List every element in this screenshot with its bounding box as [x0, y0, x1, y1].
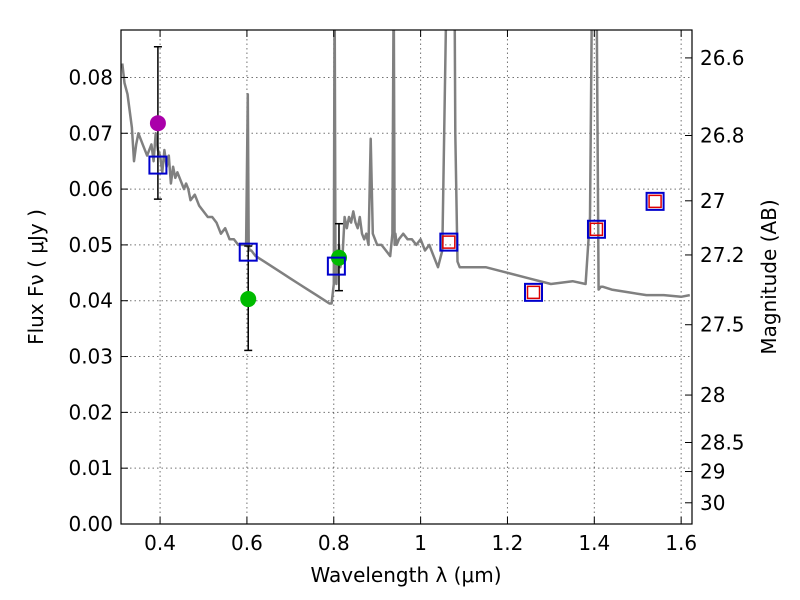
model-photometry-square [148, 155, 168, 175]
y-tick-label: 0.04 [68, 289, 113, 313]
x-axis-title: Wavelength λ (μm) [310, 563, 501, 587]
model-photometry-square [645, 191, 665, 211]
y-tick-label: 0.02 [68, 400, 113, 424]
x-tick-label: 0.4 [144, 531, 176, 555]
y-tick-label: 0.03 [68, 345, 113, 369]
y-ticks: 0.00 0.01 0.02 0.03 0.04 0.05 0.06 0.07 0.08 [68, 65, 128, 536]
y2-tick-label: 26.6 [700, 46, 745, 70]
model-photometry-square [326, 256, 346, 276]
model-photometry-inner-square [442, 235, 456, 249]
x-tick-label: 1.2 [492, 531, 524, 555]
y2-tick-label: 26.8 [700, 123, 745, 147]
y2-tick-label: 27.5 [700, 313, 745, 337]
x-tick-label: 0.8 [318, 531, 350, 555]
model-photometry-square [524, 282, 544, 302]
x-tick-label: 1 [414, 531, 427, 555]
model-photometry-inner-square [589, 222, 604, 237]
plot-background [121, 30, 692, 524]
y-tick-label: 0.05 [68, 233, 113, 257]
model-photometry-square [439, 232, 459, 252]
y2-tick-label: 27 [700, 189, 725, 213]
x-tick-label: 1.6 [665, 531, 697, 555]
plot-frame [120, 29, 693, 525]
observed-flux-point [240, 291, 257, 308]
x-tick-label: 1.4 [578, 531, 610, 555]
y2-ticks: 26.6 26.8 27 27.2 27.5 28 28.5 29 30 [685, 46, 745, 515]
y-tick-label: 0.08 [68, 65, 113, 89]
series-layer [121, 30, 691, 352]
y-tick-label: 0.06 [68, 177, 113, 201]
y2-tick-label: 30 [700, 491, 725, 515]
y2-tick-label: 28.5 [700, 431, 745, 455]
y2-tick-label: 27.2 [700, 243, 745, 267]
model-photometry-square [238, 242, 258, 262]
observed-flux-point [149, 115, 166, 132]
model-photometry-inner-square [526, 285, 541, 300]
y-tick-label: 0.00 [68, 512, 113, 536]
y-axis-title: Flux Fν ( μJy ) [24, 209, 48, 345]
x-ticks: 0.4 0.6 0.8 1 1.2 1.4 1.6 [144, 30, 697, 555]
x-tick-label: 0.6 [231, 531, 263, 555]
y2-tick-label: 29 [700, 460, 725, 484]
y-tick-label: 0.01 [68, 456, 113, 480]
y-tick-label: 0.07 [68, 121, 113, 145]
model-photometry-inner-square [648, 194, 662, 209]
y2-tick-label: 28 [700, 383, 725, 407]
y2-axis-title: Magnitude (AB) [757, 199, 781, 354]
model-photometry-square [586, 219, 606, 239]
